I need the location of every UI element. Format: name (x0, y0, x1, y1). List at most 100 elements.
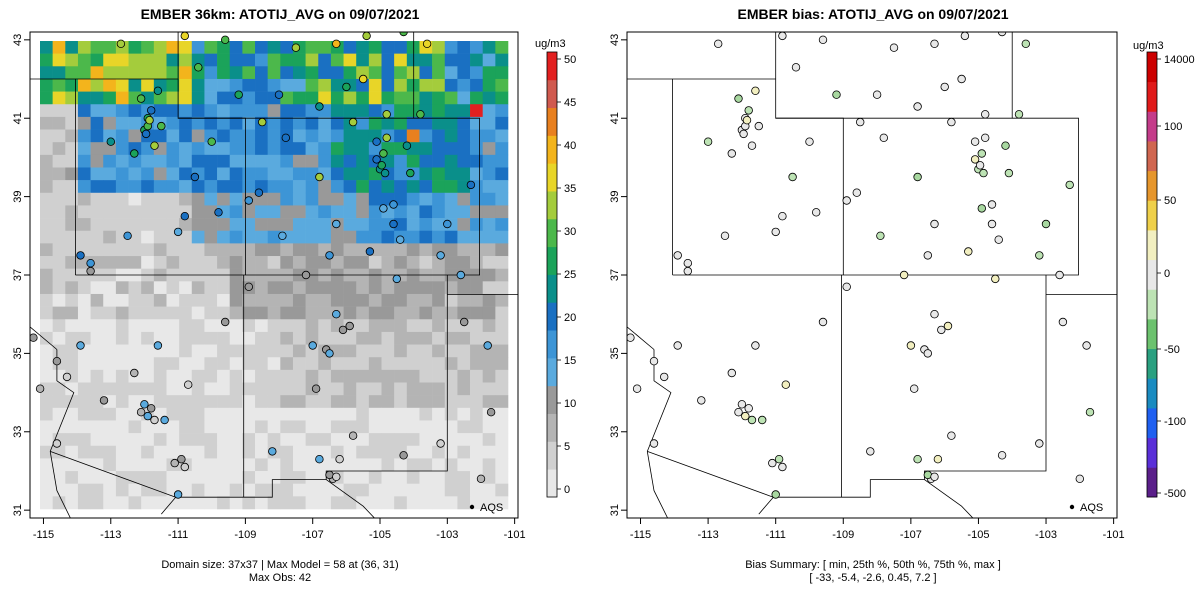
grid-cell (330, 154, 344, 168)
grid-cell (368, 471, 382, 484)
state-border (758, 496, 774, 515)
grid-cell (153, 205, 167, 219)
grid-cell (267, 243, 281, 257)
grid-cell (217, 256, 231, 269)
grid-cell (381, 344, 395, 358)
grid-cell (77, 180, 91, 194)
grid-cell (280, 420, 294, 434)
aqs-station (742, 115, 752, 125)
grid-cell (217, 369, 231, 383)
aqs-station (754, 121, 763, 131)
grid-cell (40, 331, 53, 345)
grid-cell (470, 293, 483, 307)
grid-cell (229, 483, 243, 497)
grid-cell (343, 129, 357, 143)
grid-cell (280, 192, 294, 206)
grid-cell (229, 471, 243, 484)
grid-cell (394, 256, 408, 269)
grid-cell (229, 445, 243, 459)
grid-cell (166, 471, 180, 484)
grid-cell (103, 218, 117, 232)
grid-cell (368, 104, 382, 118)
grid-cell (305, 293, 319, 307)
grid-cell (495, 116, 509, 130)
state-border (775, 32, 1013, 119)
colorbar-tick-label: 0 (1164, 268, 1170, 280)
aqs-station (220, 317, 230, 327)
grid-cell (419, 319, 433, 333)
grid-cell (141, 281, 155, 295)
aqs-station (1004, 168, 1014, 178)
grid-cell (318, 445, 332, 459)
grid-cell (103, 357, 117, 371)
grid-cell (280, 458, 294, 472)
grid-cell (444, 344, 458, 358)
grid-cell (52, 293, 66, 307)
aqs-station (436, 439, 445, 448)
grid-cell (255, 104, 268, 118)
grid-cell (90, 129, 104, 143)
grid-cell (153, 192, 167, 206)
grid-cell (166, 357, 180, 371)
state-border (75, 117, 480, 276)
grid-cell (65, 433, 79, 447)
grid-cell (356, 116, 370, 130)
aqs-station (141, 129, 151, 139)
grid-cell (141, 369, 155, 383)
grid-cell (444, 41, 458, 54)
grid-cell (52, 192, 66, 206)
grid-cell (470, 369, 483, 383)
grid-cell (356, 306, 370, 320)
grid-cell (305, 483, 319, 497)
grid-cell (217, 180, 231, 194)
colorbar-swatch (547, 135, 557, 164)
grid-cell (191, 281, 205, 295)
grid-cell (457, 218, 471, 232)
aqs-station (244, 196, 253, 205)
grid-cell (495, 218, 509, 232)
state-border (50, 275, 448, 498)
grid-cell (229, 192, 243, 206)
aqs-station (76, 341, 85, 350)
x-tick-label: -115 (630, 529, 651, 541)
colorbar-tick-label: 15 (564, 355, 576, 367)
colorbar-tick-label: 45 (564, 97, 576, 109)
grid-cell (90, 218, 104, 232)
aqs-station (913, 455, 922, 464)
grid-cell (368, 293, 382, 307)
grid-cell (267, 306, 281, 320)
grid-cell (90, 407, 104, 421)
grid-cell (153, 382, 167, 396)
grid-cell (229, 180, 243, 194)
aqs-station (146, 106, 156, 115)
grid-cell (495, 192, 509, 206)
grid-cell (141, 445, 155, 459)
grid-cell (419, 483, 433, 497)
grid-cell (166, 306, 180, 320)
grid-cell (470, 331, 483, 345)
grid-cell (242, 243, 256, 257)
grid-cell (255, 256, 268, 269)
grid-cell (191, 41, 205, 54)
aqs-station (325, 251, 334, 260)
grid-cell (229, 369, 243, 383)
grid-cell (166, 154, 180, 168)
grid-cell (128, 395, 142, 409)
aqs-station (960, 32, 970, 41)
grid-cell (204, 142, 218, 156)
grid-cell (128, 357, 142, 371)
grid-cell (305, 205, 319, 219)
state-border (672, 117, 1079, 276)
grid-cell (444, 407, 458, 421)
aqs-station (311, 384, 321, 393)
aqs-station (747, 415, 757, 425)
grid-cell (103, 407, 117, 421)
grid-cell (419, 471, 433, 484)
grid-cell (242, 180, 256, 194)
x-tick-label: -101 (1103, 529, 1125, 541)
grid-cell (103, 192, 117, 206)
grid-cell (52, 78, 66, 92)
x-tick-label: -111 (765, 529, 785, 541)
grid-cell (52, 407, 66, 421)
aqs-station (315, 455, 324, 464)
